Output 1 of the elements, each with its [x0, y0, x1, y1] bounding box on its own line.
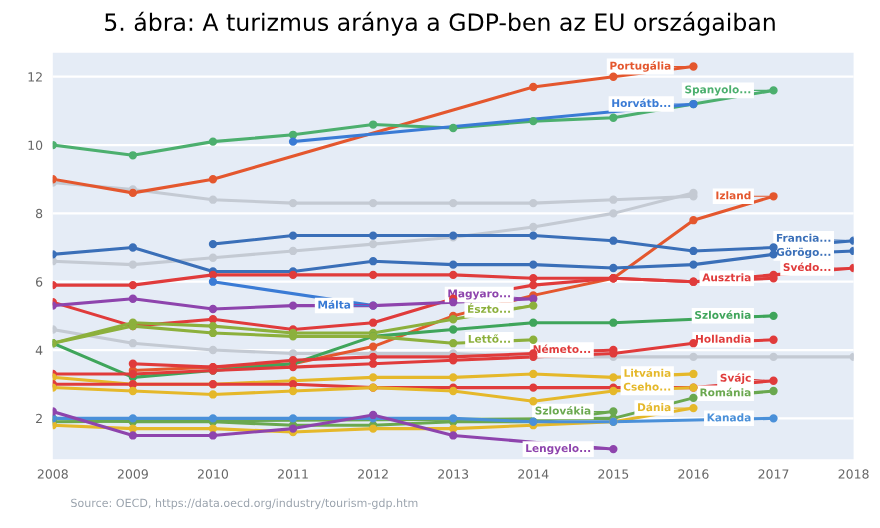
chart-title: 5. ábra: A turizmus aránya a GDP-ben az EU országaiban [105, 11, 775, 36]
